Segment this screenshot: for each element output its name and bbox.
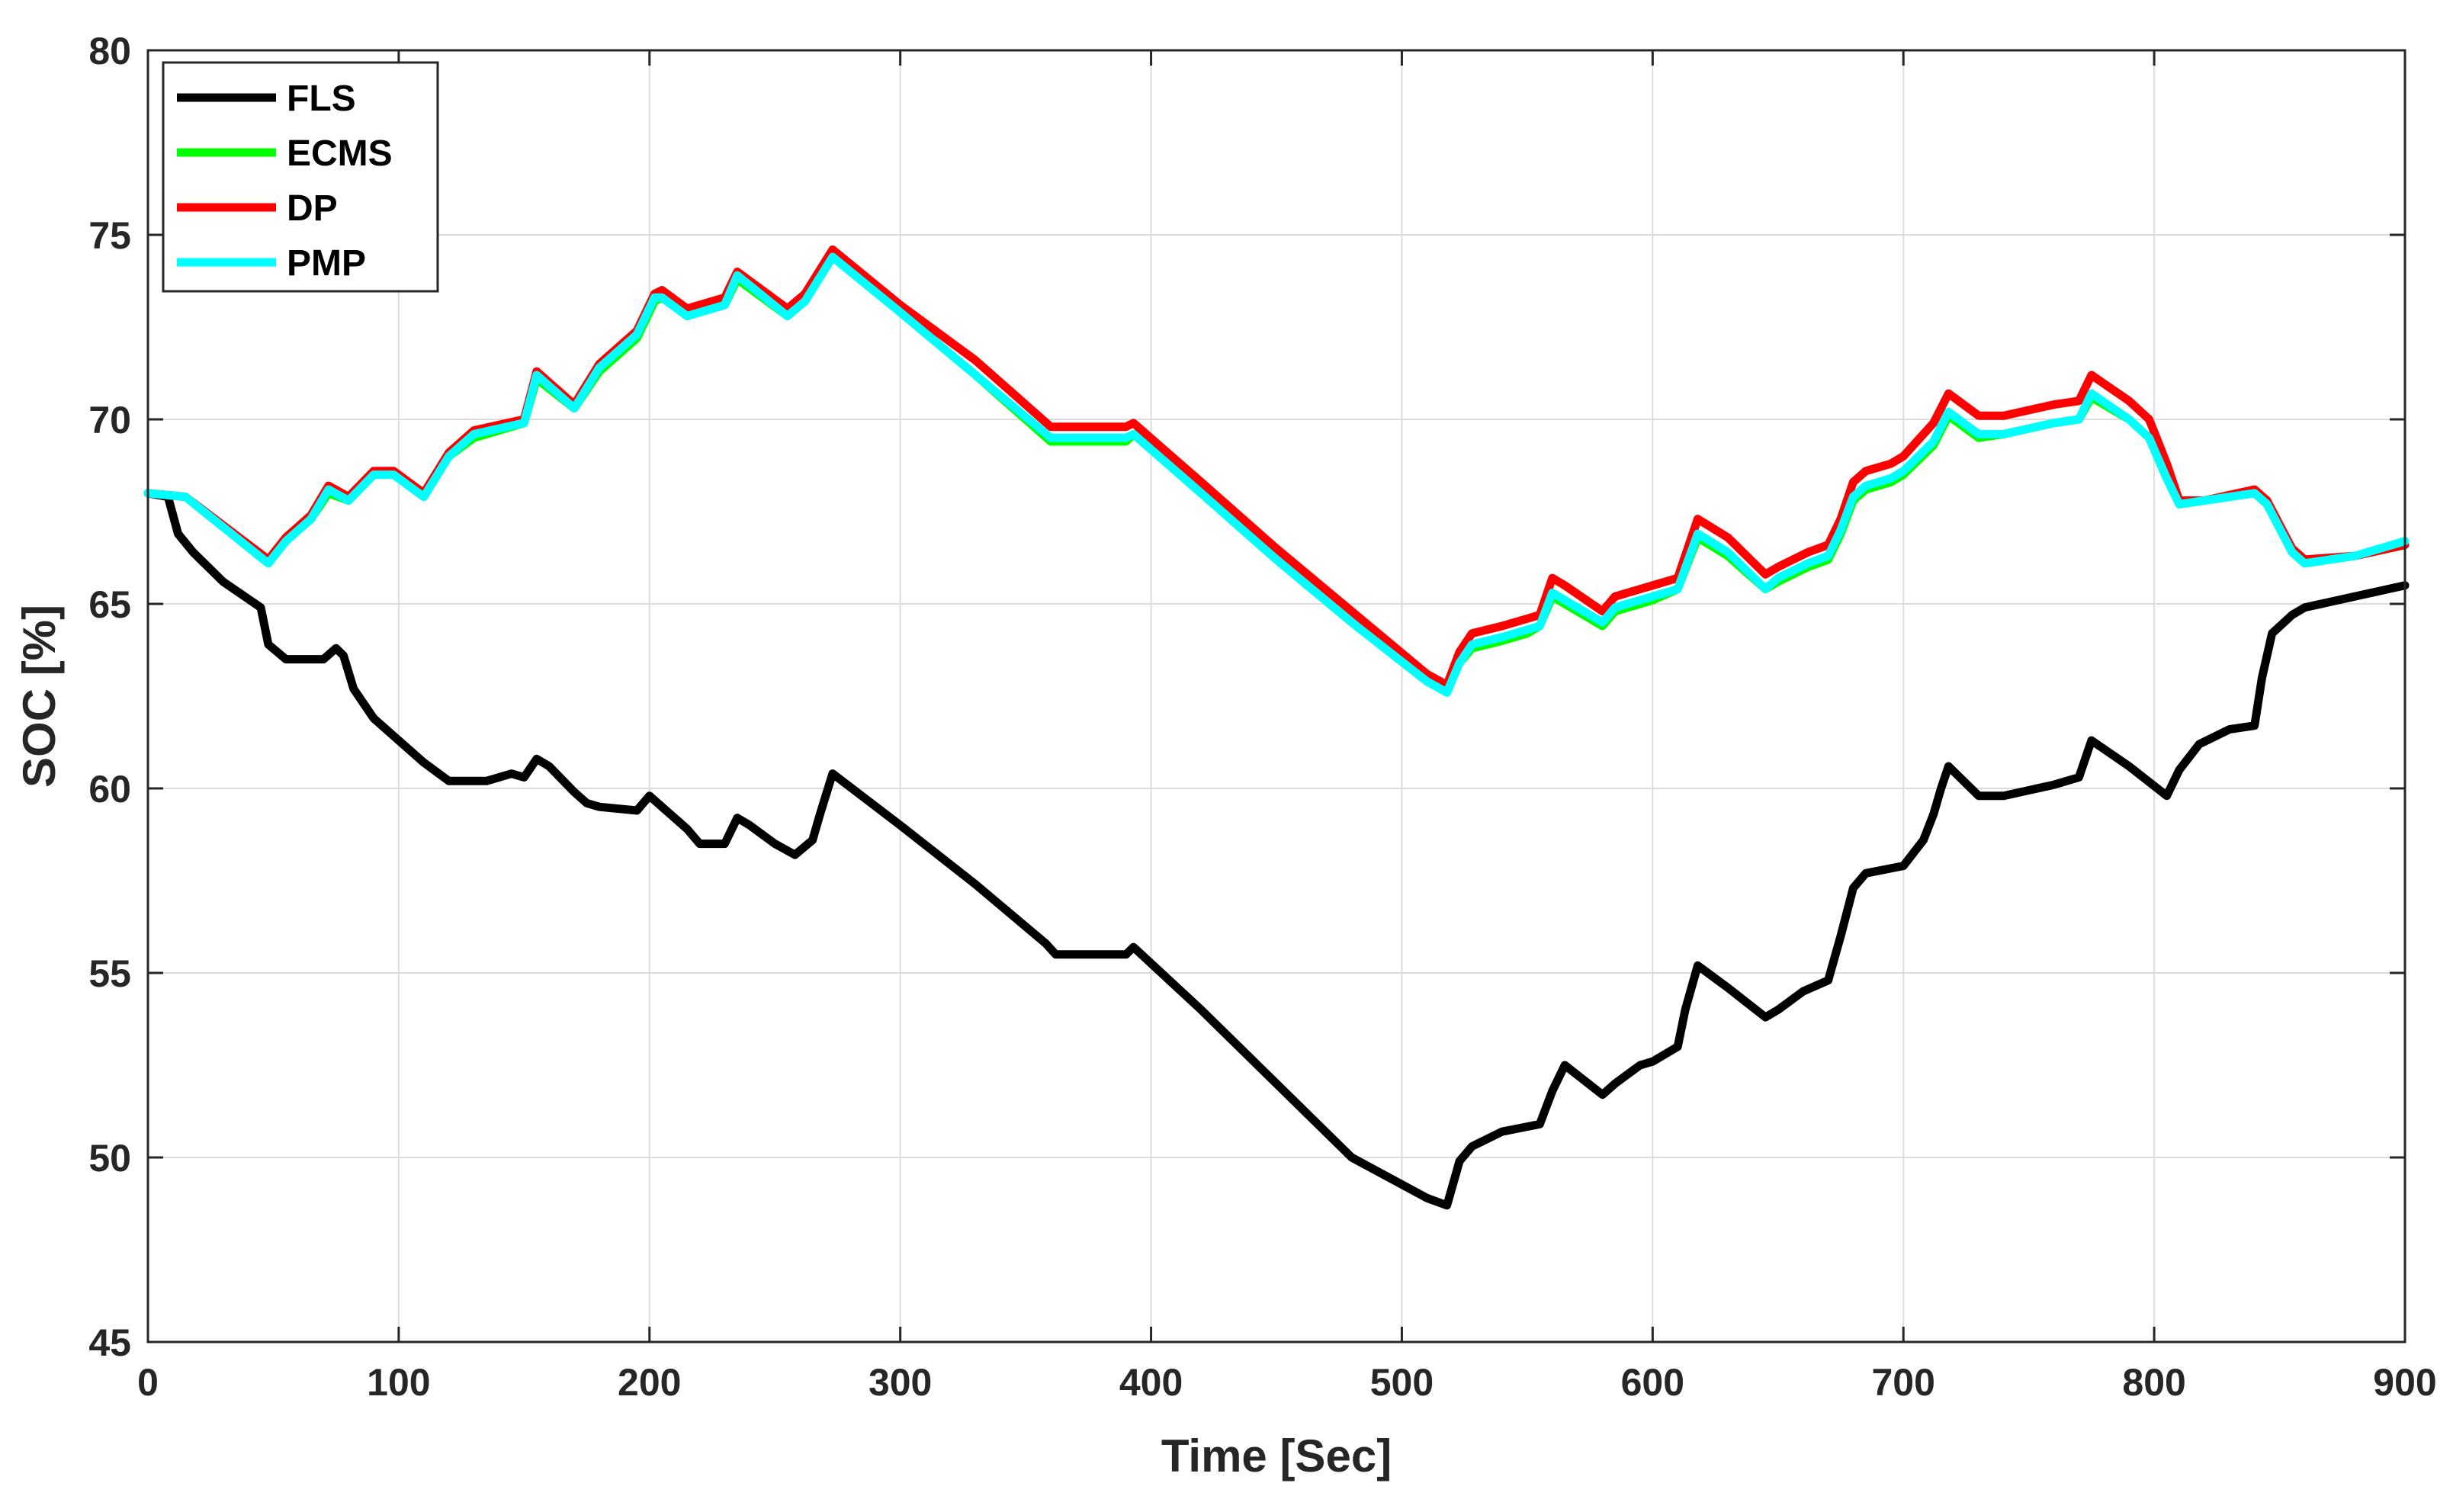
- x-tick-label: 400: [1119, 1361, 1183, 1404]
- y-tick-label: 50: [88, 1137, 131, 1180]
- axis-ticks: [146, 49, 2406, 1343]
- legend-label-ecms: ECMS: [287, 133, 393, 174]
- x-tick-label: 0: [137, 1361, 159, 1404]
- y-tick-label: 70: [88, 399, 131, 441]
- y-tick-label: 55: [88, 952, 131, 995]
- y-tick-label: 65: [88, 583, 131, 626]
- y-tick-label: 45: [88, 1321, 131, 1364]
- y-tick-label: 60: [88, 768, 131, 811]
- series-layer: [143, 245, 2410, 1210]
- legend-label-pmp: PMP: [287, 243, 366, 284]
- legend-label-dp: DP: [287, 188, 338, 229]
- x-tick-label: 100: [367, 1361, 430, 1404]
- x-tick-label: 600: [1621, 1361, 1684, 1404]
- y-axis-title: SOC [%]: [14, 605, 65, 788]
- legend-label-fls: FLS: [287, 79, 356, 119]
- y-tick-label: 75: [88, 214, 131, 257]
- x-tick-label: 200: [618, 1361, 681, 1404]
- legend: FLS ECMS DP PMP: [162, 61, 439, 293]
- x-tick-label: 700: [1872, 1361, 1935, 1404]
- tick-labels: 0 100 200 300 400 500 600 700 800 900 45 50 55 60 65 70…: [88, 30, 2436, 1404]
- x-tick-label: 800: [2122, 1361, 2185, 1404]
- series-line-pmp: [143, 252, 2410, 697]
- x-tick-label: 300: [869, 1361, 932, 1404]
- x-tick-label: 500: [1370, 1361, 1434, 1404]
- plot-frame: [146, 49, 2406, 1343]
- y-tick-label: 80: [88, 30, 131, 72]
- series-line-fls: [143, 489, 2410, 1210]
- x-axis-title: Time [Sec]: [1161, 1430, 1392, 1482]
- x-tick-label: 900: [2373, 1361, 2436, 1404]
